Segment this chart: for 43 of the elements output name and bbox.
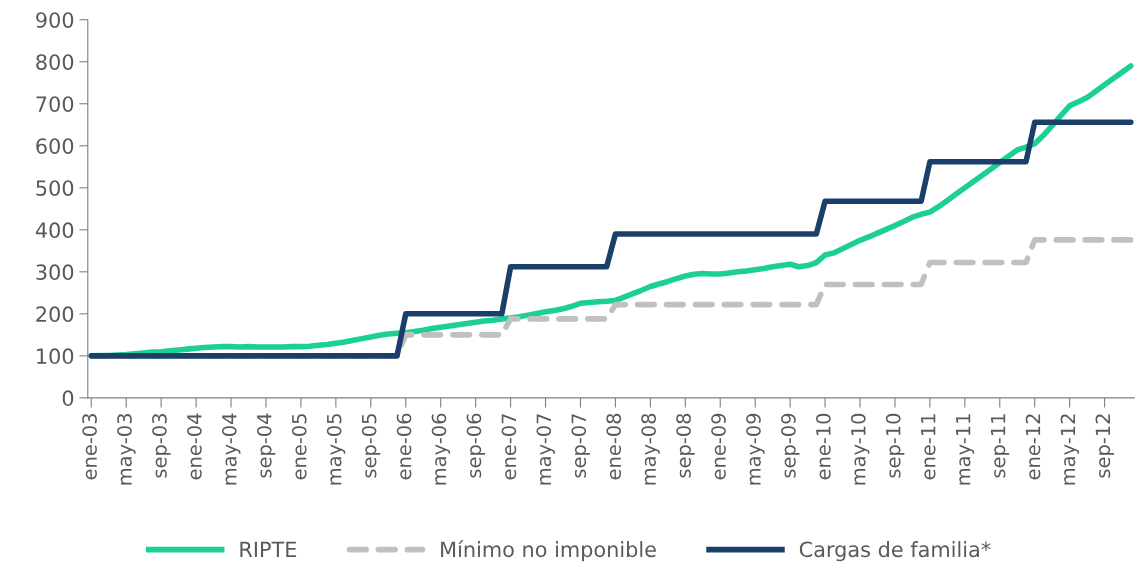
x-tick-label: ene-03 (82, 414, 97, 480)
x-tick-label: ene-07 (501, 414, 517, 480)
x-tick-label: sep-06 (466, 413, 486, 478)
x-tick-label: ene-04 (187, 413, 202, 480)
legend-label: Cargas de familia* (799, 541, 991, 562)
x-tick-label: may-04 (221, 413, 241, 485)
x-tick-label: sep-08 (676, 413, 695, 478)
x-tick-label: may-11 (956, 414, 975, 485)
legend-label: Mínimo no imponible (441, 540, 656, 562)
x-tick-label: ene-05 (291, 414, 307, 480)
x-tick-label: sep-09 (781, 413, 800, 478)
x-tick-label: may-08 (641, 413, 660, 485)
x-tick-label: may-05 (326, 414, 346, 485)
legend-label: RIPTE (240, 541, 297, 557)
x-tick-label: may-07 (536, 414, 555, 485)
x-tick-label: ene-11 (921, 414, 936, 480)
y-tick-label: 900 (36, 12, 74, 28)
x-tick-label: sep-07 (571, 414, 590, 478)
y-tick-label: 0 (62, 390, 74, 407)
y-tick-label: 500 (36, 180, 74, 196)
x-tick-label: sep-12 (1095, 414, 1115, 478)
y-tick-label: 600 (36, 138, 74, 154)
x-tick-label: sep-11 (990, 414, 1010, 478)
y-tick-label: 100 (37, 348, 74, 365)
x-tick-label: sep-03 (152, 414, 171, 478)
x-tick-label: ene-12 (1025, 414, 1041, 480)
x-tick-label: ene-09 (711, 413, 726, 480)
y-tick-label: 200 (36, 306, 74, 323)
x-tick-label: sep-05 (361, 414, 381, 478)
x-tick-label: may-10 (850, 413, 870, 485)
x-tick-label: may-12 (1060, 414, 1080, 485)
x-tick-label: sep-04 (256, 413, 276, 478)
x-tick-label: may-09 (746, 413, 765, 485)
x-tick-label: ene-10 (816, 413, 831, 480)
x-tick-label: sep-10 (885, 413, 905, 478)
y-tick-label: 800 (36, 54, 74, 70)
x-tick-label: may-06 (431, 413, 451, 485)
y-tick-label: 300 (36, 264, 74, 281)
x-tick-label: ene-06 (396, 413, 412, 480)
x-tick-label: ene-08 (606, 413, 622, 480)
y-tick-label: 700 (36, 96, 74, 112)
y-tick-label: 400 (35, 222, 74, 239)
x-tick-label: may-03 (117, 414, 136, 485)
